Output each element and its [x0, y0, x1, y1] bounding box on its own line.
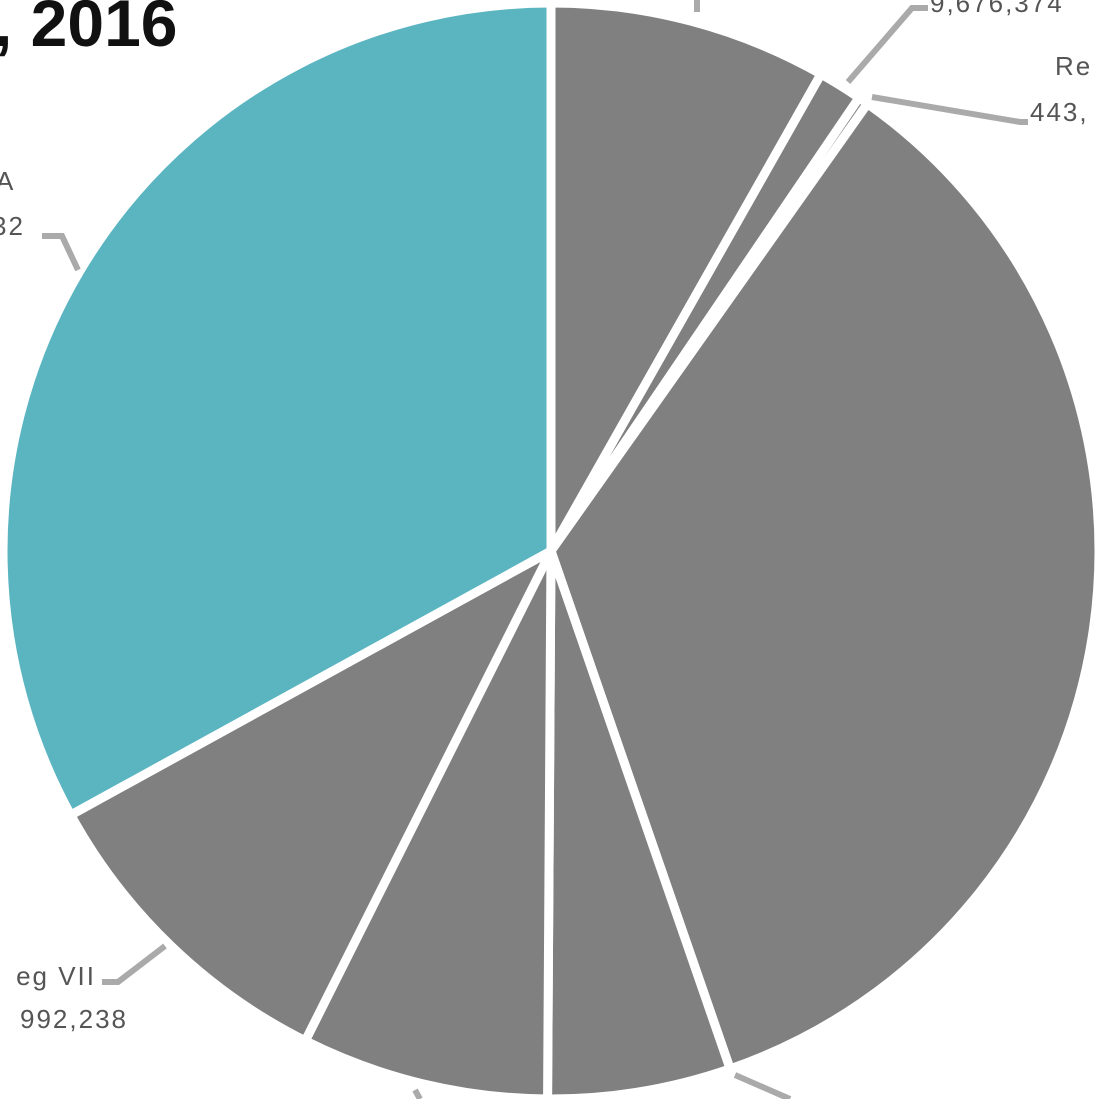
pie-slice [546, 0, 826, 556]
slice-label: A [0, 166, 15, 196]
leader-line [102, 943, 167, 985]
leader-line [412, 1088, 423, 1099]
slice-label: 992,238 [20, 1004, 128, 1034]
pie-slice [546, 99, 1101, 1074]
slice-label: 443, [1030, 97, 1089, 127]
pie-slice [0, 0, 556, 820]
chart-title: , 2016 [0, 0, 178, 60]
leader-line [845, 5, 928, 84]
leader-line [871, 94, 1028, 125]
slice-label: 32 [0, 211, 25, 241]
slice-label: eg VII [16, 961, 96, 991]
pie-slice [66, 546, 556, 1046]
slice-label: 9,676,374 [930, 0, 1064, 18]
slice-label: Re [1055, 51, 1092, 81]
leader-line [733, 1072, 792, 1099]
leader-line [42, 233, 81, 272]
